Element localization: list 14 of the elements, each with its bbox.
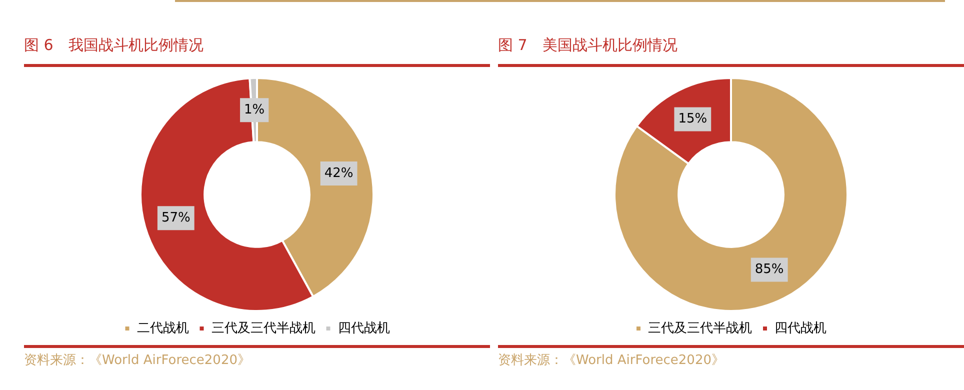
- legend-label: 四代战机: [774, 320, 826, 336]
- text: 资料来源：《World AirForece2020》: [24, 345, 490, 369]
- text: 资料来源：《World AirForece2020》: [498, 345, 964, 369]
- data-label: 15%: [678, 112, 708, 127]
- data-label: 57%: [161, 210, 190, 226]
- chart-title: 图 7 美国战斗机比例情况: [498, 30, 964, 67]
- chart-title: 图 6 我国战斗机比例情况: [24, 30, 490, 67]
- legend-label: 二代战机: [136, 320, 189, 336]
- data-label: 42%: [324, 166, 354, 181]
- legend-label: 三代及三代半战机: [648, 320, 752, 336]
- legend-label: 四代战机: [338, 320, 390, 336]
- data-label: 1%: [244, 102, 265, 118]
- data-label: 85%: [754, 262, 784, 278]
- legend-label: 三代及三代半战机: [211, 320, 316, 336]
